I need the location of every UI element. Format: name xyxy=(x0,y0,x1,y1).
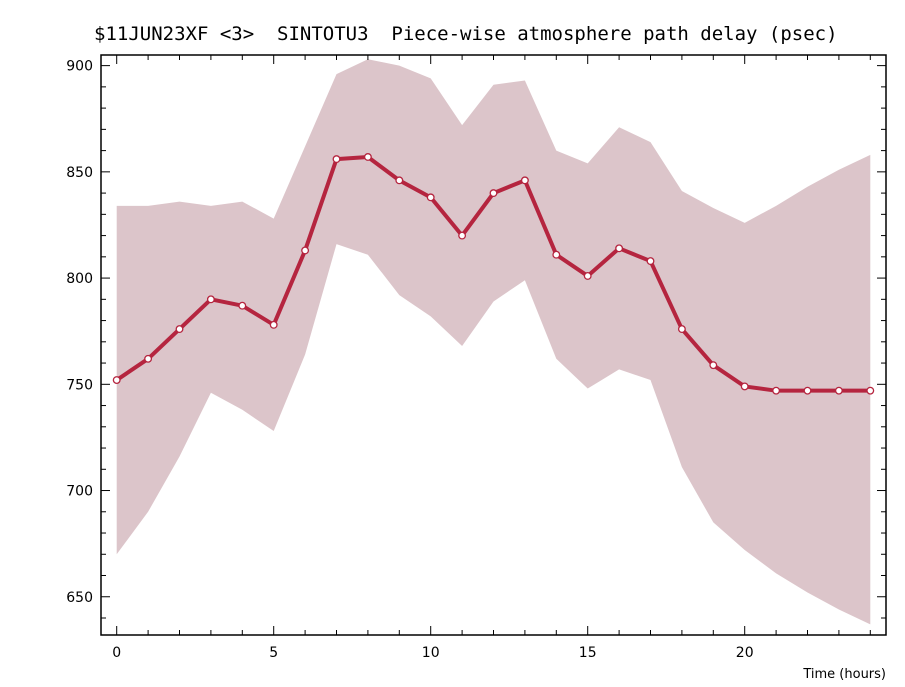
data-point xyxy=(238,301,247,310)
x-tick-label: 10 xyxy=(422,645,440,661)
y-tick-label: 900 xyxy=(66,59,93,75)
axis-ticks xyxy=(101,55,886,635)
y-tick-label: 800 xyxy=(66,271,93,287)
data-point xyxy=(426,193,435,202)
y-axis-tick-labels: 650 700 750 800 850 900 xyxy=(66,59,93,606)
y-tick-label: 750 xyxy=(66,377,93,393)
y-tick-label: 700 xyxy=(66,484,93,500)
data-point xyxy=(332,155,341,164)
x-tick-label: 5 xyxy=(269,645,278,661)
data-point xyxy=(301,246,310,255)
y-tick-label: 850 xyxy=(66,165,93,181)
data-point xyxy=(677,325,686,334)
x-axis-tick-labels: 0 5 10 15 20 xyxy=(112,645,753,661)
data-point xyxy=(112,376,121,385)
data-point xyxy=(834,386,843,395)
error-band xyxy=(116,59,871,625)
data-point xyxy=(583,272,592,280)
data-point xyxy=(772,386,781,395)
data-point xyxy=(363,153,372,161)
data-point xyxy=(520,176,529,185)
data-point xyxy=(803,386,812,395)
data-point xyxy=(175,325,184,334)
data-point xyxy=(740,382,749,391)
data-point xyxy=(144,354,153,363)
data-point xyxy=(646,257,655,266)
data-point-layer xyxy=(112,153,875,395)
data-point xyxy=(709,361,718,370)
x-axis-title: Time (hours) xyxy=(802,667,886,682)
data-point xyxy=(269,320,278,329)
data-point xyxy=(489,189,498,198)
x-tick-label: 15 xyxy=(579,645,597,661)
y-tick-label: 650 xyxy=(66,590,93,606)
data-point xyxy=(615,244,624,253)
x-tick-label: 0 xyxy=(112,645,121,661)
x-tick-label: 20 xyxy=(736,645,754,661)
data-point xyxy=(458,231,467,240)
data-point xyxy=(395,176,404,185)
data-point xyxy=(206,295,215,304)
data-point xyxy=(552,250,561,259)
error-band-layer xyxy=(116,59,871,625)
data-point xyxy=(866,386,875,395)
chart-title: $11JUN23XF <3> SINTOTU3 Piece-wise atmos… xyxy=(94,23,838,45)
